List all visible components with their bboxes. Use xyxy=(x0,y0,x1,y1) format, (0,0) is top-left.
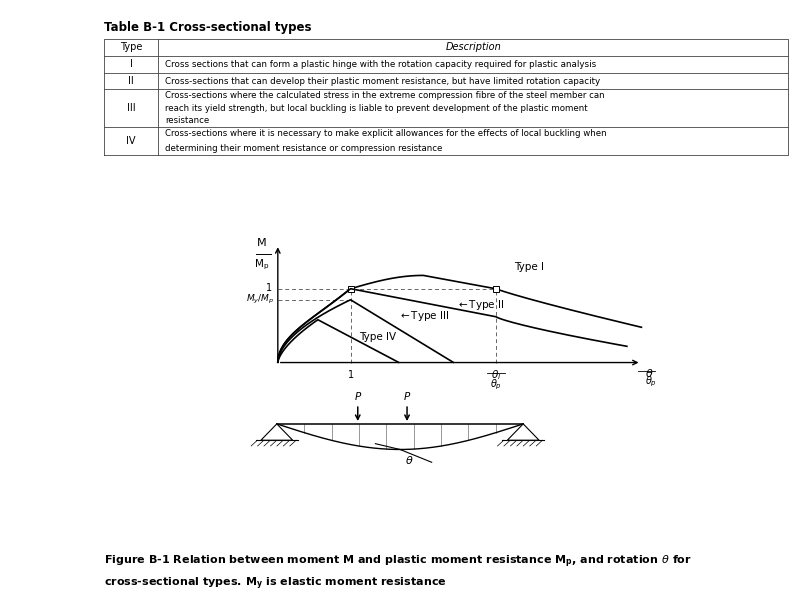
Text: Type IV: Type IV xyxy=(359,332,396,341)
Polygon shape xyxy=(507,424,539,440)
Text: P: P xyxy=(354,392,361,402)
Text: $\theta_p$: $\theta_p$ xyxy=(490,377,502,392)
Polygon shape xyxy=(261,424,293,440)
Text: 1: 1 xyxy=(347,370,354,380)
Text: Cross-sections where it is necessary to make explicit allowances for the effects: Cross-sections where it is necessary to … xyxy=(165,130,606,139)
Text: $\theta_p$: $\theta_p$ xyxy=(645,375,657,389)
Text: resistance: resistance xyxy=(165,116,209,125)
Text: Cross-sections where the calculated stress in the extreme compression fibre of t: Cross-sections where the calculated stre… xyxy=(165,91,605,100)
Text: determining their moment resistance or compression resistance: determining their moment resistance or c… xyxy=(165,144,442,153)
Text: Cross-sections that can develop their plastic moment resistance, but have limite: Cross-sections that can develop their pl… xyxy=(165,76,600,85)
Text: 1: 1 xyxy=(266,283,272,293)
Text: $\mathregular{M_p}$: $\mathregular{M_p}$ xyxy=(254,257,270,272)
Text: Cross sections that can form a plastic hinge with the rotation capacity required: Cross sections that can form a plastic h… xyxy=(165,60,596,69)
Text: P: P xyxy=(404,392,410,402)
Text: Figure B-1 Relation between moment M and plastic moment resistance M$_{\bf{p}}$,: Figure B-1 Relation between moment M and… xyxy=(104,553,692,592)
Text: Type: Type xyxy=(120,43,142,52)
Text: Type I: Type I xyxy=(514,262,544,272)
Text: II: II xyxy=(128,76,134,86)
Text: $\theta$: $\theta$ xyxy=(645,367,654,379)
Text: IV: IV xyxy=(126,136,136,146)
Text: M: M xyxy=(257,238,266,248)
Text: $M_y/ M_p$: $M_y/ M_p$ xyxy=(246,293,274,307)
Text: Table B-1 Cross-sectional types: Table B-1 Cross-sectional types xyxy=(104,21,311,34)
Text: III: III xyxy=(127,103,135,113)
Text: Description: Description xyxy=(446,43,501,52)
Text: $\leftarrow$Type III: $\leftarrow$Type III xyxy=(398,310,450,323)
Text: $\leftarrow$Type II: $\leftarrow$Type II xyxy=(456,298,505,311)
Text: $\theta_l$: $\theta_l$ xyxy=(491,368,501,382)
Text: I: I xyxy=(130,59,133,69)
Text: $\theta$: $\theta$ xyxy=(406,454,414,466)
Text: reach its yield strength, but local buckling is liable to prevent development of: reach its yield strength, but local buck… xyxy=(165,103,587,113)
